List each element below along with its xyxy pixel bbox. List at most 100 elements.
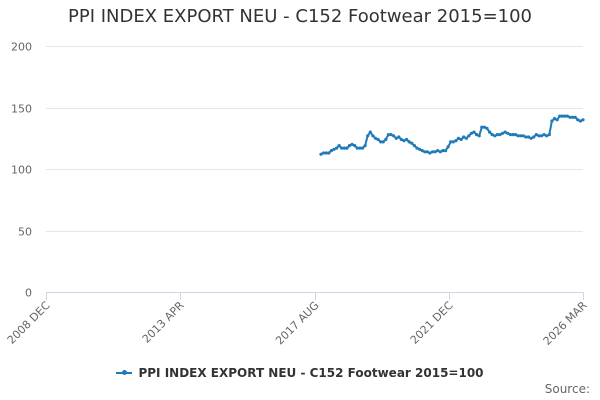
data-point: [524, 135, 528, 139]
data-point: [402, 139, 406, 143]
data-point: [415, 146, 419, 150]
data-point: [366, 134, 370, 138]
data-point: [399, 137, 403, 142]
y-tick-label: 200: [11, 41, 32, 54]
data-point: [545, 134, 549, 138]
data-point: [425, 150, 429, 154]
data-point: [327, 151, 331, 155]
data-point: [394, 136, 398, 140]
data-point: [420, 149, 424, 153]
data-point: [410, 141, 414, 145]
data-point: [397, 135, 401, 139]
data-point: [495, 133, 499, 137]
data-point: [498, 133, 502, 137]
data-point: [449, 140, 453, 144]
data-point: [384, 137, 388, 142]
data-point: [467, 134, 471, 138]
data-point: [521, 134, 525, 138]
data-point: [371, 134, 375, 138]
data-point: [451, 140, 455, 144]
data-point: [576, 118, 580, 122]
data-point: [446, 145, 450, 149]
data-point: [542, 133, 546, 137]
data-point: [376, 137, 380, 142]
data-point: [433, 150, 437, 154]
data-point: [381, 140, 385, 144]
data-point: [430, 150, 435, 154]
data-point: [373, 136, 378, 140]
legend[interactable]: PPI INDEX EXPORT NEU - C152 Footwear 201…: [0, 366, 600, 380]
data-point: [526, 135, 531, 139]
data-point: [472, 130, 476, 134]
data-point: [508, 133, 512, 137]
data-point: [319, 152, 323, 156]
data-point: [360, 146, 365, 150]
data-point: [480, 125, 484, 129]
data-point: [407, 140, 411, 144]
data-point: [340, 146, 344, 150]
data-point: [428, 151, 432, 155]
data-point: [337, 144, 341, 148]
data-point: [332, 147, 336, 151]
data-point: [438, 150, 442, 154]
data-point: [342, 146, 346, 150]
data-point: [555, 118, 559, 122]
data-point: [550, 119, 554, 123]
data-point: [392, 134, 396, 138]
data-point: [355, 146, 359, 150]
data-point: [581, 118, 585, 122]
data-point: [534, 133, 538, 137]
data-point: [503, 130, 507, 134]
data-point: [511, 133, 515, 137]
y-tick-label: 0: [25, 287, 32, 300]
data-point: [462, 135, 466, 139]
data-point: [519, 134, 523, 138]
data-point: [379, 140, 383, 144]
data-point: [456, 136, 461, 140]
data-point: [552, 117, 557, 121]
data-point: [501, 131, 505, 135]
data-point: [565, 114, 570, 118]
data-point: [469, 131, 473, 135]
x-tick-label: 2008 DEC: [5, 299, 53, 347]
data-point: [368, 130, 372, 134]
legend-marker: [116, 370, 133, 375]
data-point: [558, 114, 562, 118]
data-point: [563, 114, 567, 118]
data-point: [490, 133, 494, 137]
data-point: [477, 134, 481, 138]
data-point: [350, 142, 354, 146]
data-point: [386, 133, 390, 137]
data-point: [459, 137, 463, 142]
data-point: [335, 146, 339, 150]
data-point: [389, 133, 393, 137]
data-point: [485, 126, 489, 130]
data-point: [514, 133, 518, 137]
data-point: [324, 151, 328, 155]
data-point: [516, 134, 520, 138]
data-point: [412, 144, 416, 148]
data-point: [571, 115, 575, 119]
data-point: [329, 149, 333, 153]
data-point: [537, 134, 541, 138]
chart-title: PPI INDEX EXPORT NEU - C152 Footwear 201…: [67, 6, 533, 27]
data-point: [547, 133, 551, 137]
data-point: [532, 135, 536, 139]
data-point: [418, 147, 422, 151]
data-point: [482, 125, 486, 129]
x-tick-label: 2026 MAR: [541, 299, 590, 348]
data-point: [353, 144, 357, 148]
data-point: [436, 149, 440, 153]
data-point: [322, 151, 326, 155]
source-label[interactable]: Source:: [544, 382, 590, 396]
data-point: [493, 134, 497, 138]
y-tick-label: 50: [18, 226, 32, 239]
data-point: [443, 149, 448, 153]
data-point: [358, 146, 362, 150]
data-point: [506, 131, 510, 135]
data-point: [454, 139, 458, 143]
data-point: [568, 115, 572, 119]
data-point: [573, 115, 577, 119]
data-point: [441, 149, 445, 153]
